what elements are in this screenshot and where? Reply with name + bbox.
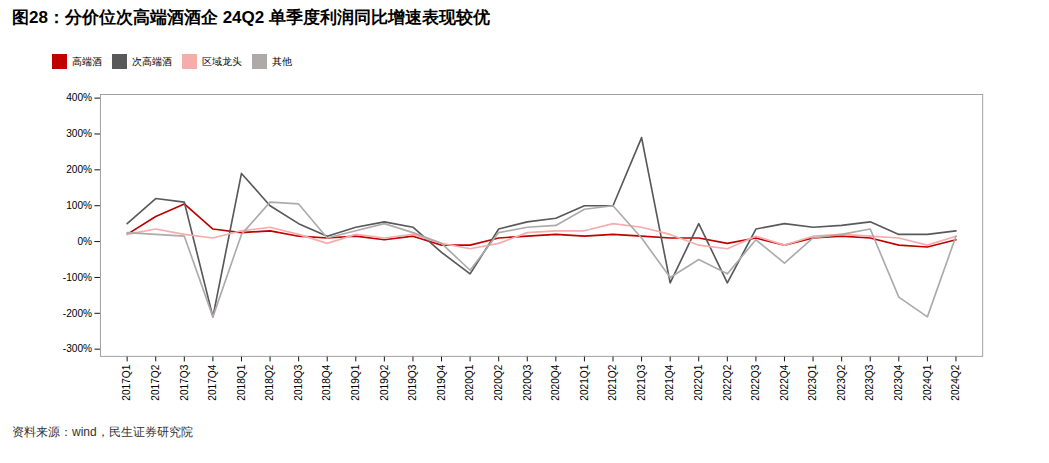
svg-text:2019Q3: 2019Q3 — [407, 364, 418, 400]
svg-text:2020Q2: 2020Q2 — [493, 364, 504, 400]
html-text:图28：分价位次高端酒酒企 24Q2 单季度利润同比增速表现: 图28：分价位次高端酒酒企 24Q2 单季度利润同比增速表现较优 — [12, 8, 490, 27]
html-text:其他: 其他 — [272, 54, 292, 68]
svg-text:2017Q1: 2017Q1 — [121, 364, 132, 400]
svg-text:-300%: -300% — [63, 343, 92, 354]
svg-text:2022Q3: 2022Q3 — [750, 364, 761, 400]
svg-text:2023Q4: 2023Q4 — [893, 364, 904, 400]
svg-text:-200%: -200% — [63, 308, 92, 319]
svg-text:2023Q2: 2023Q2 — [836, 364, 847, 400]
svg-text:2020Q3: 2020Q3 — [522, 364, 533, 400]
html-text:高端酒: 高端酒 — [72, 54, 102, 68]
svg-text:2022Q4: 2022Q4 — [779, 364, 790, 400]
svg-text:2022Q2: 2022Q2 — [722, 364, 733, 400]
svg-text:2021Q1: 2021Q1 — [579, 364, 590, 400]
svg-text:2017Q4: 2017Q4 — [207, 364, 218, 400]
svg-text:2018Q4: 2018Q4 — [321, 364, 332, 400]
svg-text:2024Q2: 2024Q2 — [950, 364, 961, 400]
svg-text:2019Q2: 2019Q2 — [379, 364, 390, 400]
svg-text:-100%: -100% — [63, 272, 92, 283]
svg-text:400%: 400% — [66, 92, 92, 103]
svg-text:2017Q3: 2017Q3 — [179, 364, 190, 400]
svg-text:0%: 0% — [77, 236, 92, 247]
svg-text:2021Q3: 2021Q3 — [636, 364, 647, 400]
svg-text:2018Q1: 2018Q1 — [236, 364, 247, 400]
svg-text:2018Q2: 2018Q2 — [264, 364, 275, 400]
svg-text:2023Q3: 2023Q3 — [864, 364, 875, 400]
svg-text:2020Q1: 2020Q1 — [464, 364, 475, 400]
svg-text:2023Q1: 2023Q1 — [807, 364, 818, 400]
svg-text:2021Q2: 2021Q2 — [607, 364, 618, 400]
svg-text:2019Q1: 2019Q1 — [350, 364, 361, 400]
html-text:次高端酒: 次高端酒 — [132, 54, 172, 68]
svg-text:2018Q3: 2018Q3 — [293, 364, 304, 400]
html-text:区域龙头: 区域龙头 — [202, 54, 242, 68]
svg-text:200%: 200% — [66, 164, 92, 175]
html-text:资料来源：wind，民生证券研究院: 资料来源：wind，民生证券研究院 — [12, 424, 193, 439]
svg-text:2024Q1: 2024Q1 — [922, 364, 933, 400]
svg-text:100%: 100% — [66, 200, 92, 211]
svg-text:2021Q4: 2021Q4 — [664, 364, 675, 400]
svg-text:2017Q2: 2017Q2 — [150, 364, 161, 400]
svg-text:2020Q4: 2020Q4 — [550, 364, 561, 400]
svg-text:2022Q1: 2022Q1 — [693, 364, 704, 400]
svg-text:300%: 300% — [66, 128, 92, 139]
svg-text:2019Q4: 2019Q4 — [436, 364, 447, 400]
